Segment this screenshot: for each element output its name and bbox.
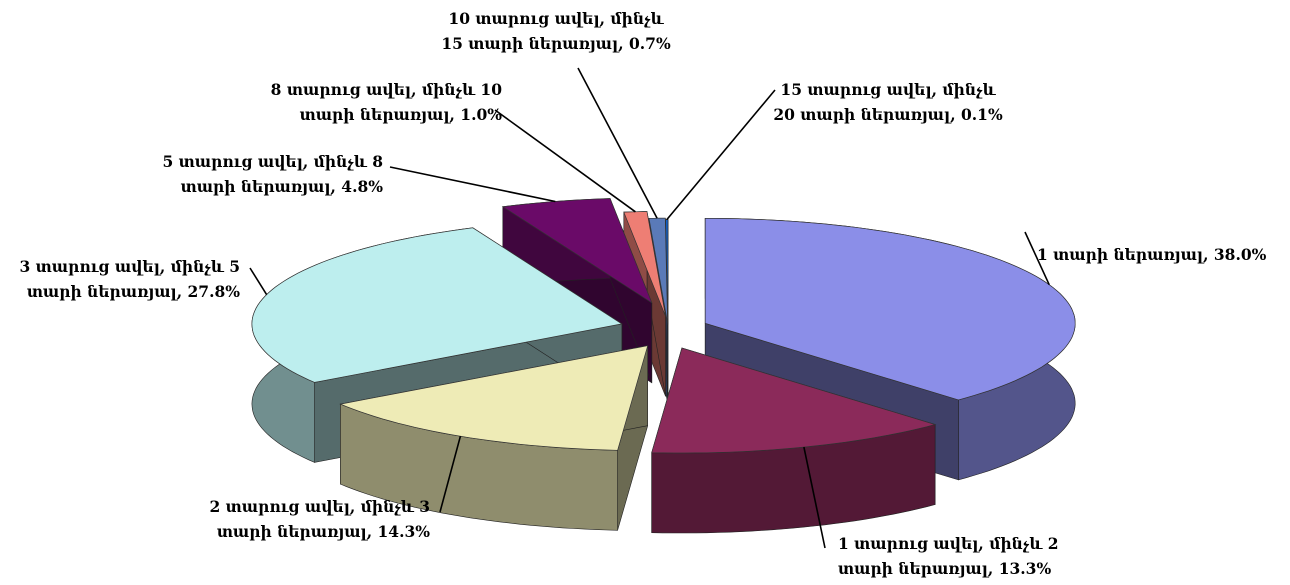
slice-label-1-line-1: տարի ներառյալ, 13.3% (838, 559, 1051, 578)
leader-line-1 (803, 446, 826, 549)
leader-line-6 (577, 67, 658, 219)
slice-label-3-line-1: տարի ներառյալ, 27.8% (27, 282, 240, 301)
slice-label-5-line-0: 8 տարուց ավել, մինչև 10 (271, 80, 503, 99)
slice-label-2-line-1: տարի ներառյալ, 14.3% (217, 522, 430, 541)
leader-line-0 (1024, 231, 1050, 286)
slice-label-7-line-1: 20 տարի ներառյալ, 0.1% (773, 105, 1003, 124)
slice-label-6-line-1: 15 տարի ներառյալ, 0.7% (441, 34, 671, 53)
leader-line-4 (389, 166, 556, 203)
slice-label-4-line-0: 5 տարուց ավել, մինչև 8 (162, 152, 383, 171)
slice-label-0-line-0: 1 տարի ներառյալ, 38.0% (1037, 245, 1267, 264)
slice-label-3-line-0: 3 տարուց ավել, մինչև 5 (19, 257, 240, 276)
slice-label-7-line-0: 15 տարուց ավել, մինչև (780, 80, 996, 99)
slice-label-6-line-0: 10 տարուց ավել, մինչև (448, 9, 664, 28)
slice-label-4-line-1: տարի ներառյալ, 4.8% (181, 177, 384, 196)
leader-line-7 (666, 89, 776, 221)
leader-line-2 (439, 435, 462, 513)
leader-line-5 (494, 109, 636, 213)
slice-label-2-line-0: 2 տարուց ավել, մինչև 3 (209, 497, 430, 516)
slice-label-1-line-0: 1 տարուց ավել, մինչև 2 (838, 534, 1059, 553)
pie-slice-3 (251, 227, 623, 383)
leader-line-3 (249, 267, 268, 296)
slice-label-5-line-1: տարի ներառյալ, 1.0% (300, 105, 503, 124)
